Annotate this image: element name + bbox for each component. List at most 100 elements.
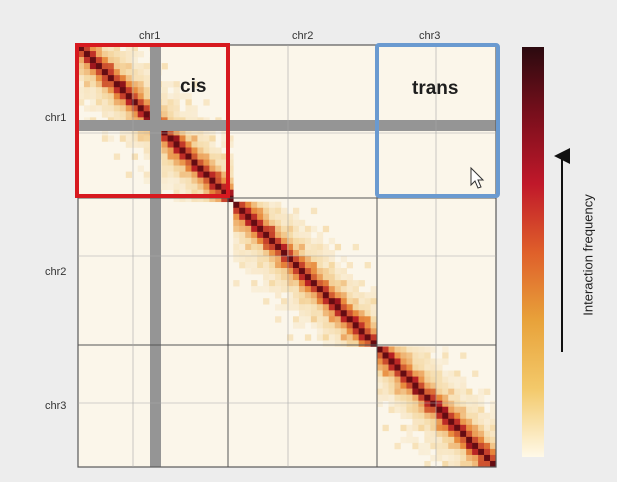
heatmap-cell: [346, 340, 353, 347]
heatmap-cell: [412, 364, 419, 371]
heatmap-cell: [322, 322, 330, 329]
heatmap-cell: [340, 298, 348, 305]
heatmap-cell: [490, 442, 497, 450]
heatmap-cell: [424, 400, 431, 408]
heatmap-cell: [412, 388, 419, 395]
heatmap-cell: [239, 201, 246, 209]
heatmap-cell: [400, 412, 407, 420]
heatmap-cell: [251, 201, 258, 209]
heatmap-cell: [418, 358, 425, 365]
heatmap-cell: [334, 268, 342, 275]
heatmap-cell: [370, 304, 377, 311]
heatmap-cell: [436, 394, 443, 401]
heatmap-cell: [221, 129, 228, 136]
heatmap-cell: [430, 430, 437, 438]
heatmap-cell: [292, 256, 300, 263]
heatmap-cell: [95, 69, 103, 76]
heatmap-cell: [137, 111, 144, 118]
heatmap-cell: [185, 165, 192, 172]
heatmap-cell: [263, 249, 270, 257]
heatmap-cell: [173, 135, 180, 142]
heatmap-cell: [334, 334, 342, 341]
heatmap-cell: [173, 93, 180, 100]
heatmap-cell: [131, 45, 139, 52]
heatmap-cell: [89, 63, 97, 70]
heatmap-cell: [287, 262, 294, 269]
heatmap-cell: [179, 159, 186, 166]
heatmap-cell: [245, 249, 252, 257]
heatmap-cell: [239, 262, 246, 269]
heatmap-cell: [406, 364, 413, 371]
heatmap-cell: [185, 141, 192, 148]
heatmap-cell: [161, 105, 168, 112]
heatmap-cell: [346, 316, 353, 323]
heatmap-cell: [161, 93, 168, 100]
heatmap-cell: [346, 262, 353, 269]
heatmap-cell: [436, 448, 443, 456]
heatmap-cell: [406, 346, 413, 353]
heatmap-cell: [340, 310, 348, 317]
heatmap-cell: [245, 219, 252, 227]
heatmap-cell: [251, 286, 258, 293]
heatmap-cell: [436, 370, 443, 377]
heatmap-cell: [340, 304, 348, 311]
masked-bin-row: [78, 120, 496, 131]
heatmap-cell: [125, 135, 133, 142]
heatmap-cell: [143, 69, 150, 76]
heatmap-cell: [185, 159, 192, 166]
heatmap-cell: [131, 105, 139, 112]
heatmap-cell: [316, 274, 324, 281]
heatmap-cell: [83, 45, 91, 52]
heatmap-cell: [239, 219, 246, 227]
heatmap-cell: [484, 430, 491, 438]
heatmap-cell: [316, 310, 324, 317]
heatmap-cell: [263, 268, 270, 275]
heatmap-cell: [322, 328, 330, 335]
heatmap-cell: [406, 406, 413, 414]
heatmap-cell: [131, 93, 139, 100]
heatmap-cell: [298, 322, 306, 329]
heatmap-cell: [436, 430, 443, 438]
heatmap-cell: [119, 69, 127, 76]
heatmap-cell: [406, 394, 413, 401]
heatmap-cell: [197, 141, 204, 148]
heatmap-cell: [328, 268, 336, 275]
heatmap-cell: [304, 280, 312, 287]
heatmap-cell: [382, 394, 389, 401]
heatmap-cell: [436, 358, 443, 365]
heatmap-cell: [167, 159, 174, 166]
heatmap-cell: [424, 448, 431, 456]
heatmap-cell: [448, 454, 455, 462]
heatmap-cell: [143, 63, 150, 70]
heatmap-cell: [448, 406, 455, 414]
heatmap-cell: [185, 189, 192, 197]
heatmap-cell: [233, 249, 240, 257]
heatmap-cell: [257, 213, 264, 221]
heatmap-cell: [203, 195, 210, 203]
heatmap-cell: [328, 292, 336, 299]
heatmap-cell: [376, 400, 383, 408]
heatmap-cell: [334, 274, 342, 281]
heatmap-cell: [263, 243, 270, 251]
heatmap-cell: [203, 147, 210, 154]
heatmap-cell: [304, 286, 312, 293]
heatmap-cell: [119, 81, 127, 88]
heatmap-cell: [119, 105, 127, 112]
heatmap-cell: [292, 213, 300, 221]
heatmap-cell: [245, 201, 252, 209]
heatmap-cell: [173, 99, 180, 106]
heatmap-cell: [352, 286, 359, 293]
heatmap-cell: [292, 322, 300, 329]
heatmap-cell: [364, 328, 371, 335]
heatmap-cell: [239, 225, 246, 233]
heatmap-cell: [388, 406, 395, 414]
heatmap-cell: [394, 382, 401, 389]
heatmap-cell: [263, 207, 270, 215]
heatmap-cell: [472, 406, 479, 414]
heatmap-cell: [281, 286, 288, 293]
heatmap-cell: [472, 442, 479, 450]
heatmap-cell: [322, 304, 330, 311]
heatmap-cell: [191, 147, 198, 154]
heatmap-cell: [292, 298, 300, 305]
heatmap-cell: [304, 262, 312, 269]
